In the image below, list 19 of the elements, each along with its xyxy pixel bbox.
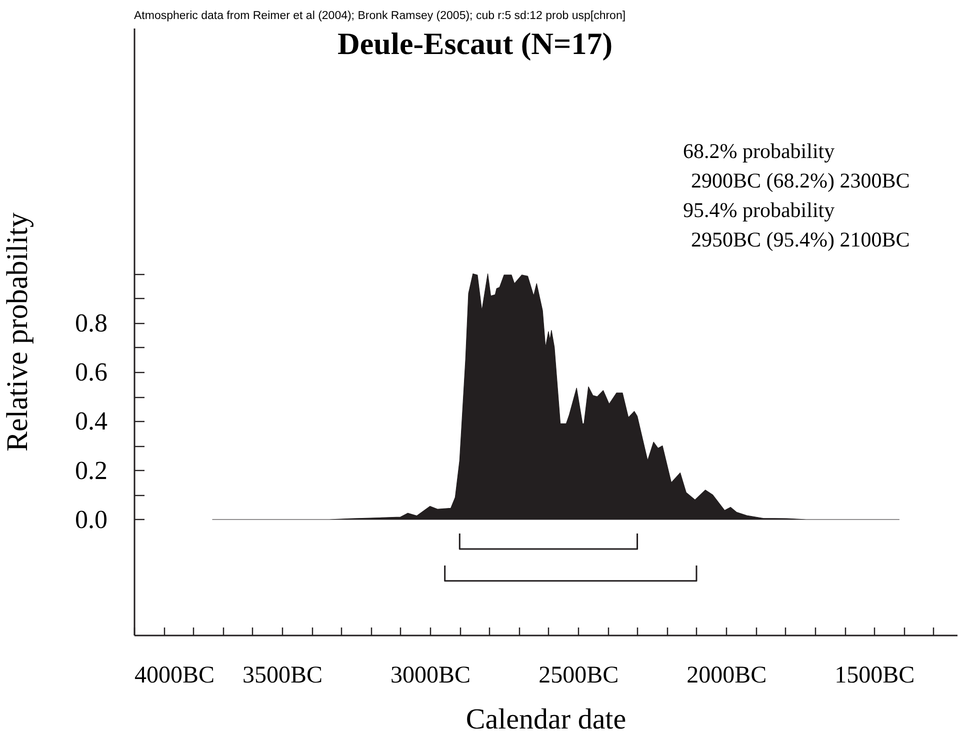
y-tick-label: 0.0 (75, 505, 108, 534)
y-tick-label: 0.8 (75, 308, 108, 338)
y-axis-title: Relative probability (1, 212, 34, 452)
y-tick-label: 0.6 (75, 358, 108, 387)
y-tick-label: 0.4 (75, 406, 108, 436)
x-tick-label: 3500BC (242, 662, 323, 688)
x-tick-label: 3000BC (390, 662, 471, 688)
y-tick-label: 0.2 (75, 456, 108, 485)
x-tick-label: 2500BC (538, 662, 619, 688)
annotation: 95.4% probability (683, 198, 836, 222)
annotation: 2950BC (95.4%) 2100BC (691, 228, 910, 252)
text: Atmospheric data from Reimer et al (2004); Bronk Ramsey (2005); cub r:5 sd:12 prob usp[chron] (134, 10, 626, 22)
chart-title: Deule-Escaut (N=17) (337, 26, 613, 61)
annotation: 2900BC (68.2%) 2300BC (691, 168, 910, 192)
annotation: 68.2% probability (683, 139, 836, 163)
x-tick-label: 2000BC (686, 662, 767, 688)
x-axis-title: Calendar date (466, 704, 626, 731)
x-tick-label: 1500BC (834, 662, 915, 688)
x-tick-label: 4000BC (134, 662, 215, 688)
